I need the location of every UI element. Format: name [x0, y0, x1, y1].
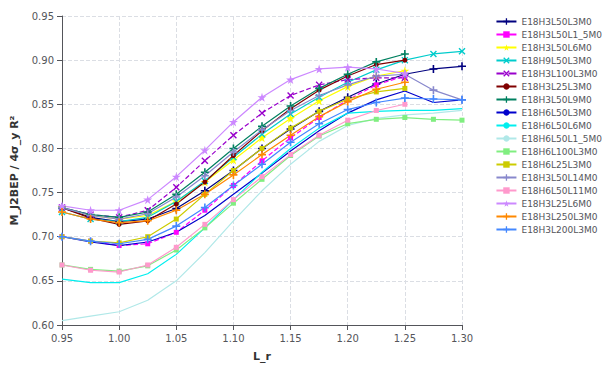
svg-text:E18H3L200L3M0: E18H3L200L3M0 — [521, 225, 597, 235]
svg-text:1.15: 1.15 — [279, 333, 301, 344]
svg-text:E18H6L50L6M0: E18H6L50L6M0 — [521, 121, 592, 131]
svg-text:E18H3L100L3M0: E18H3L100L3M0 — [521, 69, 597, 79]
svg-text:1.00: 1.00 — [108, 333, 130, 344]
svg-text:0.65: 0.65 — [32, 275, 54, 286]
svg-text:E18H3L25L6M0: E18H3L25L6M0 — [521, 199, 592, 209]
svg-text:E18H9L50L3M0: E18H9L50L3M0 — [521, 56, 592, 66]
svg-text:E18H3L250L3M0: E18H3L250L3M0 — [521, 212, 597, 222]
svg-text:E18H6L25L3M0: E18H6L25L3M0 — [521, 160, 592, 170]
svg-text:E18H6L50L3M0: E18H6L50L3M0 — [521, 108, 592, 118]
svg-text:1.10: 1.10 — [222, 333, 244, 344]
svg-text:E18H6L100L3M0: E18H6L100L3M0 — [521, 147, 597, 157]
svg-text:1.25: 1.25 — [394, 333, 416, 344]
svg-text:1.20: 1.20 — [337, 333, 359, 344]
svg-text:E18H3L50L14M0: E18H3L50L14M0 — [521, 173, 597, 183]
svg-text:M_J2BEP / 4σ_y R²: M_J2BEP / 4σ_y R² — [8, 115, 21, 225]
svg-text:E18H3L50L3M0: E18H3L50L3M0 — [521, 17, 592, 27]
svg-text:1.30: 1.30 — [451, 333, 473, 344]
svg-text:0.70: 0.70 — [32, 231, 54, 242]
svg-text:0.90: 0.90 — [32, 55, 54, 66]
svg-text:0.95: 0.95 — [32, 11, 54, 22]
svg-text:1.05: 1.05 — [165, 333, 187, 344]
svg-text:E18H6L50L11M0: E18H6L50L11M0 — [521, 186, 597, 196]
svg-text:E18H3L25L3M0: E18H3L25L3M0 — [521, 82, 592, 92]
svg-text:0.85: 0.85 — [32, 99, 54, 110]
svg-text:E18H3L50L6M0: E18H3L50L6M0 — [521, 43, 592, 53]
svg-text:0.95: 0.95 — [51, 333, 73, 344]
svg-text:0.60: 0.60 — [32, 320, 54, 331]
svg-text:E18H3L50L1_5M0: E18H3L50L1_5M0 — [521, 30, 602, 40]
svg-text:0.75: 0.75 — [32, 187, 54, 198]
svg-text:L_r: L_r — [253, 350, 272, 363]
svg-text:0.80: 0.80 — [32, 143, 54, 154]
svg-text:E18H3L50L9M0: E18H3L50L9M0 — [521, 95, 592, 105]
svg-text:E18H6L50L1_5M0: E18H6L50L1_5M0 — [521, 134, 602, 144]
